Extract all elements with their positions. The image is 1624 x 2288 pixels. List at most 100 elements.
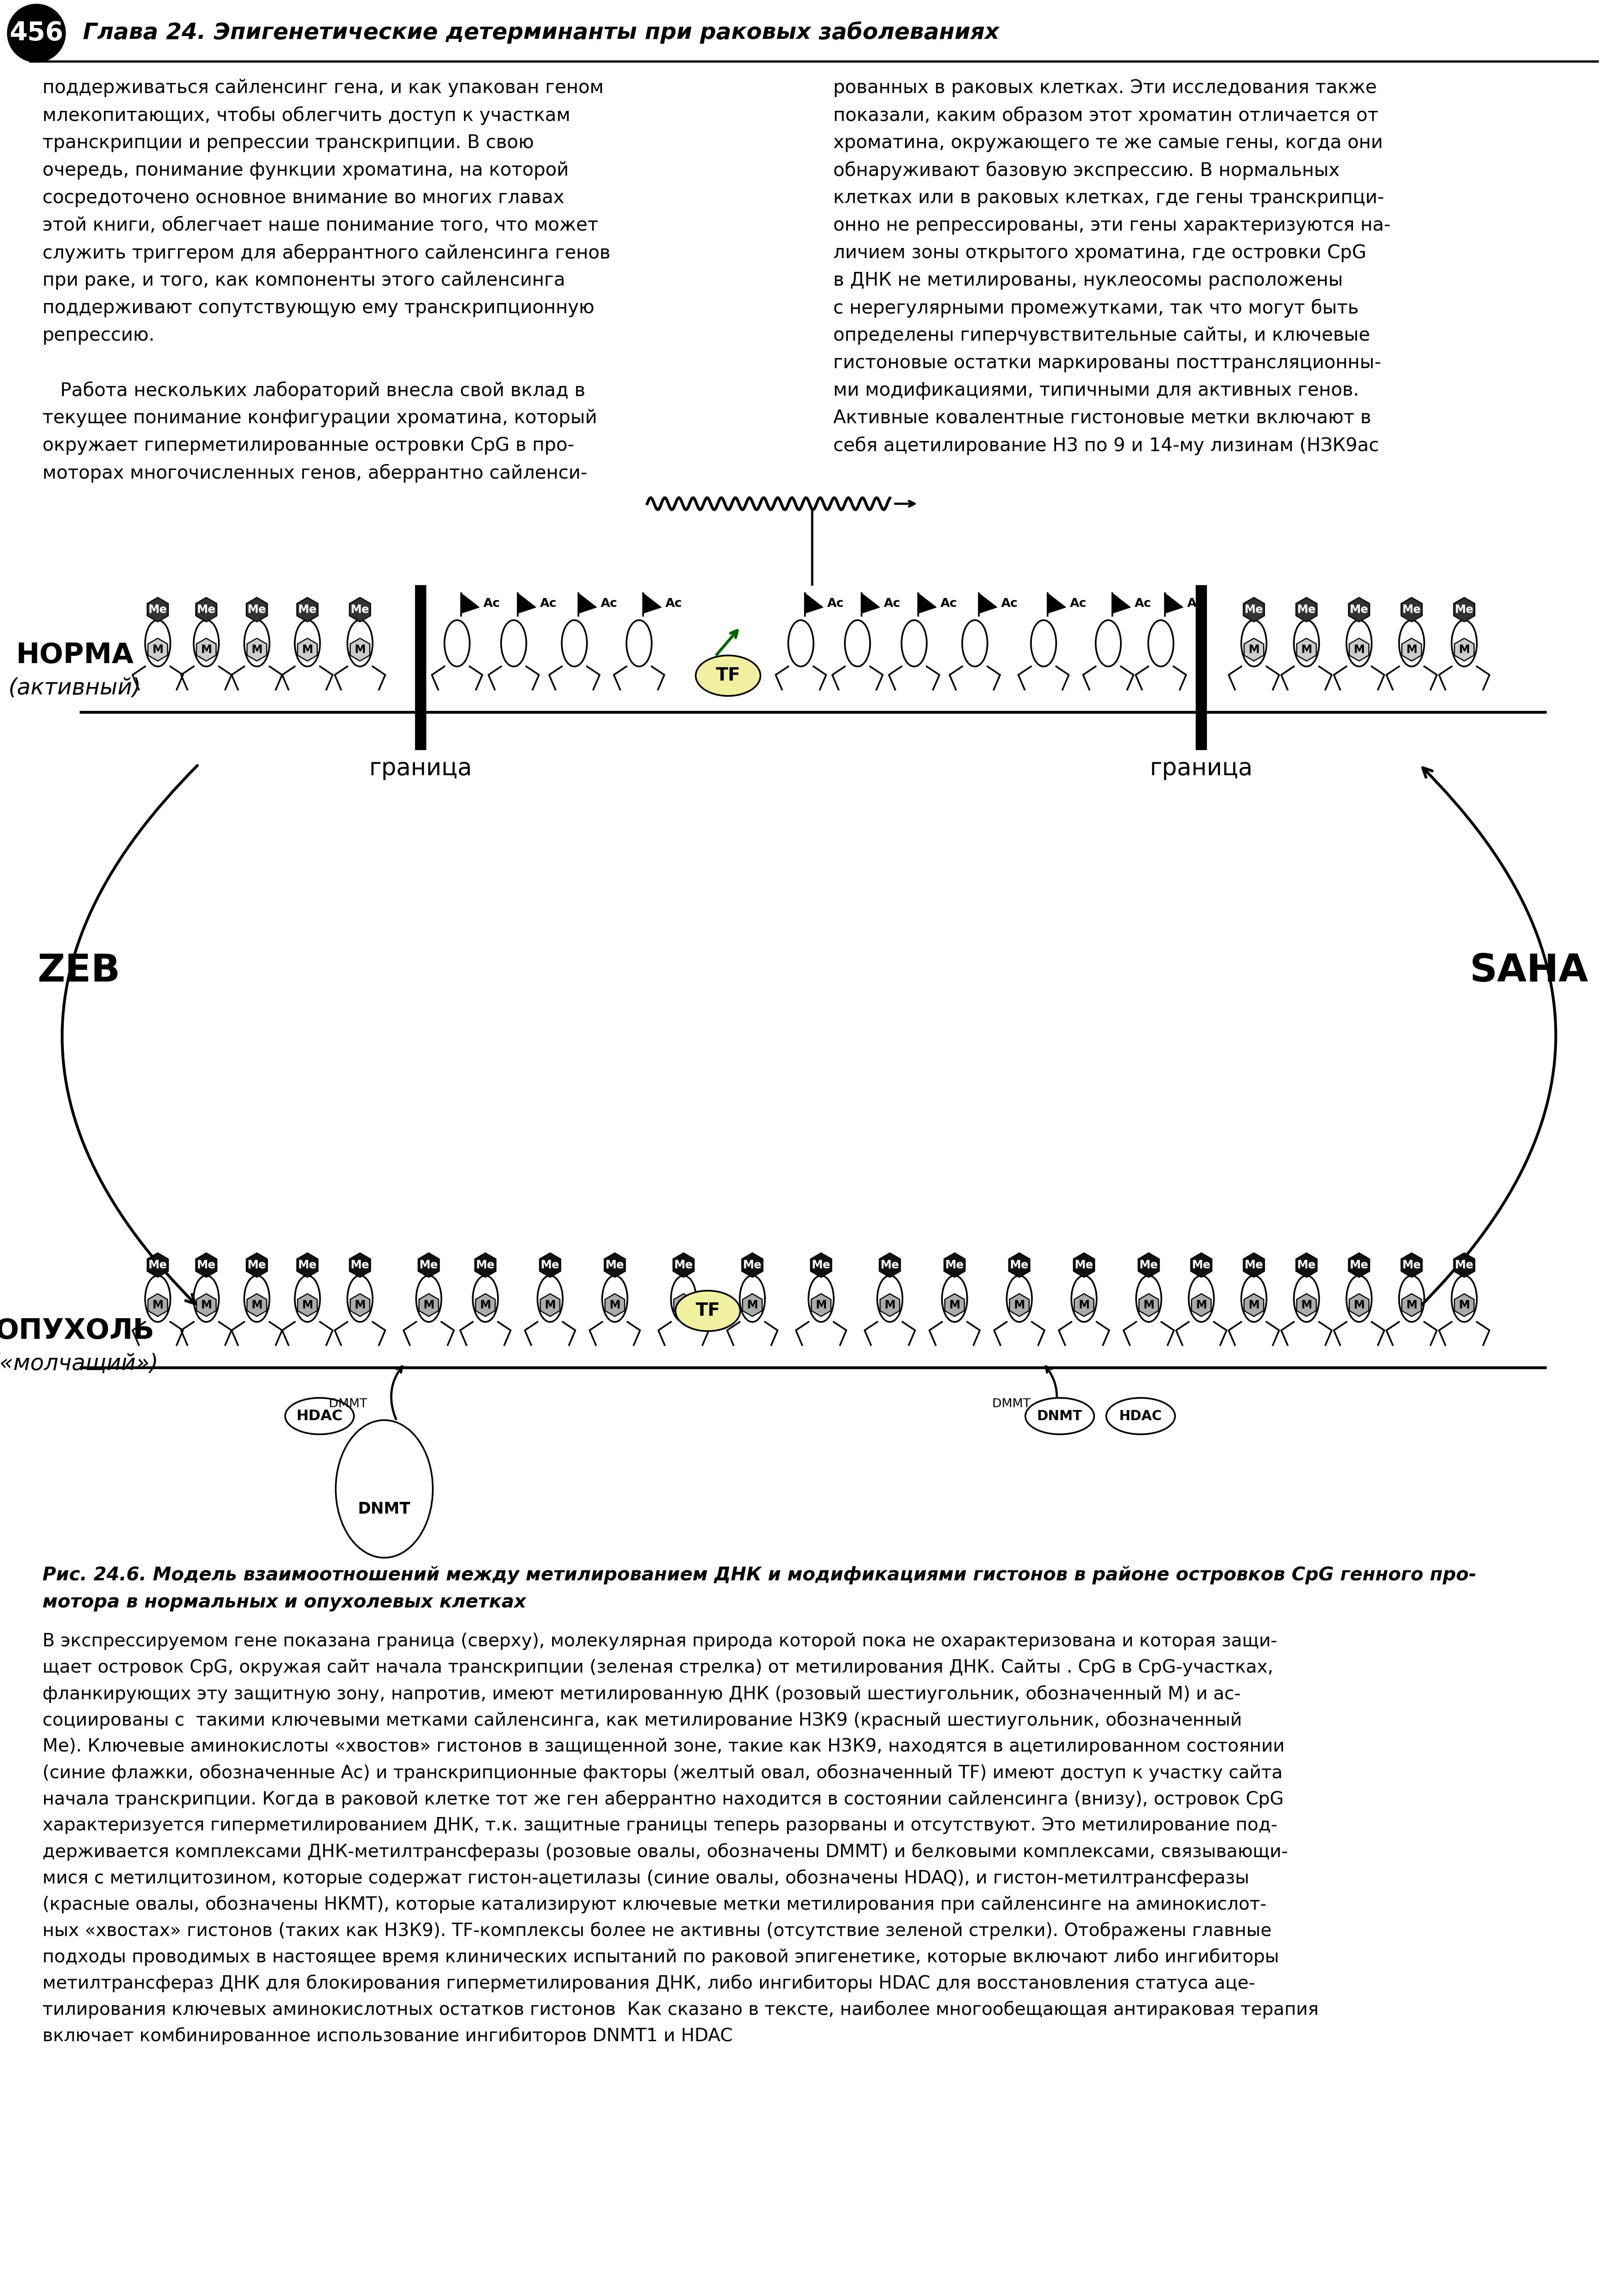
- Text: поддерживаться сайленсинг гена, и как упакован геном: поддерживаться сайленсинг гена, и как уп…: [42, 78, 604, 98]
- Text: M: M: [252, 643, 263, 654]
- Ellipse shape: [1148, 620, 1173, 666]
- Ellipse shape: [336, 1421, 432, 1558]
- Text: Me: Me: [1244, 604, 1263, 615]
- Text: показали, каким образом этот хроматин отличается от: показали, каким образом этот хроматин от…: [833, 108, 1379, 126]
- Text: DМMT: DМMT: [328, 1398, 367, 1409]
- FancyArrowPatch shape: [1419, 769, 1556, 1306]
- Polygon shape: [518, 593, 536, 613]
- Text: ОПУХОЛЬ: ОПУХОЛЬ: [0, 1318, 154, 1345]
- Text: DNMT: DNMT: [357, 1501, 411, 1517]
- Polygon shape: [806, 593, 823, 613]
- Text: M: M: [1013, 1300, 1025, 1311]
- Polygon shape: [1112, 593, 1130, 613]
- Text: репрессию.: репрессию.: [42, 327, 154, 345]
- Text: Работа нескольких лабораторий внесла свой вклад в: Работа нескольких лабораторий внесла сво…: [42, 382, 585, 400]
- Text: M: M: [1353, 643, 1364, 654]
- Text: M: M: [1458, 1300, 1470, 1311]
- Text: M: M: [153, 1300, 164, 1311]
- Text: Ac: Ac: [666, 597, 682, 609]
- Ellipse shape: [1346, 1277, 1371, 1322]
- Ellipse shape: [844, 620, 870, 666]
- Text: Me: Me: [148, 1258, 167, 1270]
- Text: начала транскрипции. Когда в раковой клетке тот же ген аберрантно находится в со: начала транскрипции. Когда в раковой кле…: [42, 1789, 1283, 1808]
- Ellipse shape: [1398, 1277, 1424, 1322]
- Text: Me: Me: [247, 1258, 266, 1270]
- Ellipse shape: [942, 1277, 966, 1322]
- Text: Ac: Ac: [883, 597, 900, 609]
- Polygon shape: [1047, 593, 1065, 613]
- Text: рованных в раковых клетках. Эти исследования также: рованных в раковых клетках. Эти исследов…: [833, 78, 1377, 96]
- Text: M: M: [302, 643, 313, 654]
- Ellipse shape: [562, 620, 586, 666]
- Text: себя ацетилирование Н3 по 9 и 14-му лизинам (НЗК9ас: себя ацетилирование Н3 по 9 и 14-му лизи…: [833, 437, 1379, 455]
- Ellipse shape: [901, 620, 927, 666]
- Text: (синие флажки, обозначенные Ас) и транскрипционные факторы (желтый овал, обознач: (синие флажки, обозначенные Ас) и транск…: [42, 1764, 1283, 1782]
- Ellipse shape: [145, 1277, 171, 1322]
- Ellipse shape: [145, 620, 171, 666]
- Text: Me: Me: [1296, 604, 1315, 615]
- Circle shape: [6, 5, 65, 62]
- Text: Me: Me: [1402, 604, 1421, 615]
- Text: Ме). Ключевые аминокислоты «хвостов» гистонов в защищенной зоне, такие как Н3К9,: Ме). Ключевые аминокислоты «хвостов» гис…: [42, 1739, 1285, 1755]
- Text: Ac: Ac: [1000, 597, 1018, 609]
- Polygon shape: [643, 593, 661, 613]
- Text: клетках или в раковых клетках, где гены транскрипци-: клетках или в раковых клетках, где гены …: [833, 190, 1384, 208]
- Text: Me: Me: [419, 1258, 438, 1270]
- Text: текущее понимание конфигурации хроматина, который: текущее понимание конфигурации хроматина…: [42, 410, 598, 428]
- Polygon shape: [861, 593, 880, 613]
- Text: M: M: [302, 1300, 313, 1311]
- Text: M: M: [1195, 1300, 1207, 1311]
- Text: M: M: [252, 1300, 263, 1311]
- Text: M: M: [1078, 1300, 1090, 1311]
- Text: Me: Me: [297, 1258, 317, 1270]
- Text: M: M: [153, 643, 164, 654]
- Text: ZEB: ZEB: [37, 952, 120, 991]
- Ellipse shape: [1452, 1277, 1476, 1322]
- Text: Me: Me: [247, 604, 266, 615]
- Text: сосредоточено основное внимание во многих главах: сосредоточено основное внимание во многи…: [42, 190, 564, 208]
- Text: очередь, понимание функции хроматина, на которой: очередь, понимание функции хроматина, на…: [42, 162, 568, 181]
- Ellipse shape: [676, 1290, 741, 1332]
- Text: Ac: Ac: [1134, 597, 1151, 609]
- Ellipse shape: [193, 1277, 219, 1322]
- Text: Me: Me: [476, 1258, 495, 1270]
- Text: Me: Me: [1138, 1258, 1158, 1270]
- Text: гистоновые остатки маркированы посттрансляционны-: гистоновые остатки маркированы посттранс…: [833, 355, 1380, 373]
- Text: окружает гиперметилированные островки CpG в про-: окружает гиперметилированные островки Cp…: [42, 437, 573, 455]
- Text: Me: Me: [606, 1258, 624, 1270]
- Text: с нерегулярными промежутками, так что могут быть: с нерегулярными промежутками, так что мо…: [833, 300, 1358, 318]
- Ellipse shape: [695, 654, 760, 696]
- Ellipse shape: [1452, 620, 1476, 666]
- Text: SAHA: SAHA: [1470, 952, 1588, 991]
- Text: Me: Me: [1455, 604, 1473, 615]
- Ellipse shape: [627, 620, 651, 666]
- Text: мотора в нормальных и опухолевых клетках: мотора в нормальных и опухолевых клетках: [42, 1592, 526, 1611]
- Text: HDAC: HDAC: [296, 1409, 343, 1423]
- Ellipse shape: [1031, 620, 1056, 666]
- Text: M: M: [544, 1300, 555, 1311]
- Text: M: M: [1301, 1300, 1312, 1311]
- Text: (красные овалы, обозначены НКМТ), которые катализируют ключевые метки метилирова: (красные овалы, обозначены НКМТ), которы…: [42, 1894, 1267, 1913]
- Text: включает комбинированное использование ингибиторов DNMT1 и HDAC: включает комбинированное использование и…: [42, 2027, 732, 2045]
- Text: Рис. 24.6. Модель взаимоотношений между метилированием ДНК и модификациями гисто: Рис. 24.6. Модель взаимоотношений между …: [42, 1565, 1476, 1583]
- Ellipse shape: [877, 1277, 903, 1322]
- Ellipse shape: [1096, 620, 1121, 666]
- Text: TF: TF: [695, 1302, 719, 1320]
- Polygon shape: [1164, 593, 1182, 613]
- Ellipse shape: [1294, 620, 1319, 666]
- Text: M: M: [354, 1300, 365, 1311]
- Ellipse shape: [1106, 1398, 1174, 1435]
- Ellipse shape: [1189, 1277, 1213, 1322]
- Text: M: M: [201, 643, 211, 654]
- Text: Me: Me: [1455, 1258, 1473, 1270]
- Text: TF: TF: [716, 668, 741, 684]
- Ellipse shape: [961, 620, 987, 666]
- Text: Me: Me: [1402, 1258, 1421, 1270]
- Ellipse shape: [294, 620, 320, 666]
- Text: M: M: [747, 1300, 758, 1311]
- Text: Me: Me: [1350, 1258, 1367, 1270]
- Text: Me: Me: [148, 604, 167, 615]
- Text: мися с метилцитозином, которые содержат гистон-ацетилазы (синие овалы, обозначен: мися с метилцитозином, которые содержат …: [42, 1869, 1249, 1888]
- Ellipse shape: [445, 620, 469, 666]
- Text: фланкирующих эту защитную зону, напротив, имеют метилированную ДНК (розовый шест: фланкирующих эту защитную зону, напротив…: [42, 1686, 1241, 1702]
